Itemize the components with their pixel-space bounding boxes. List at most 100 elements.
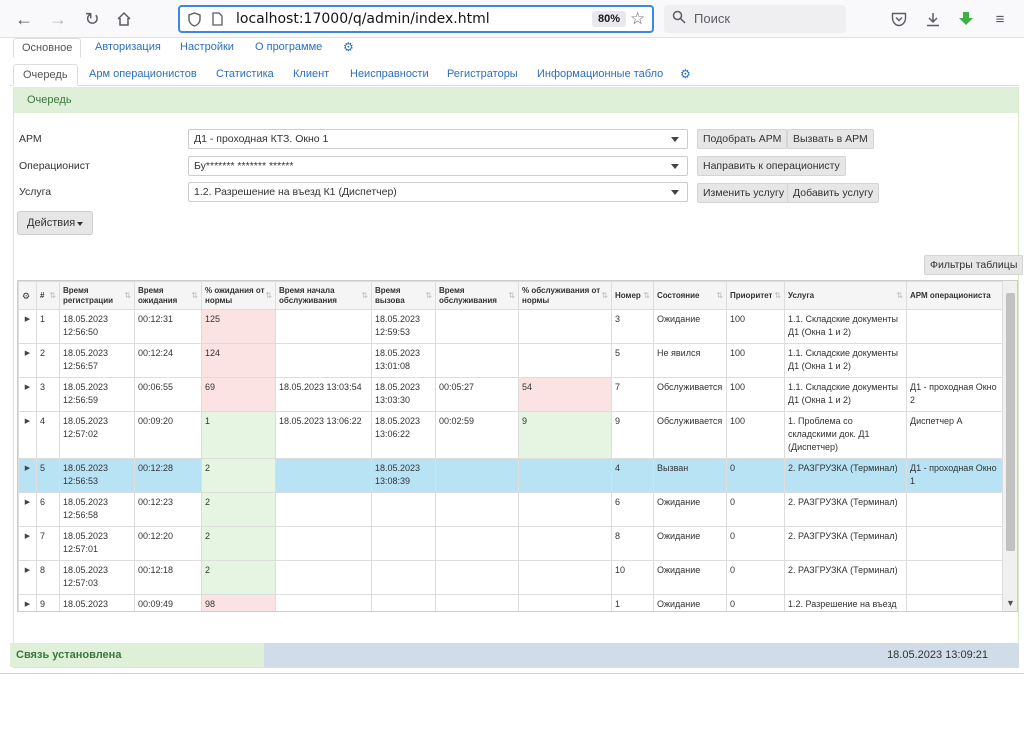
- table-row[interactable]: ▶ 8 18.05.2023 12:57:03 00:12:18 2 10 Ожидание 0…: [18, 560, 1004, 595]
- table-row[interactable]: ▶ 2 18.05.2023 12:56:57 00:12:24 124 18.05.202…: [18, 343, 1004, 378]
- cell-service: 1.2. Разрешение на въезд: [784, 594, 907, 611]
- expand-row-icon[interactable]: ▶: [18, 309, 37, 344]
- service-select[interactable]: 1.2. Разрешение на въезд К1 (Диспетчер): [188, 182, 688, 202]
- cell-state: Обслуживается: [653, 411, 727, 459]
- table-row[interactable]: ▶ 9 18.05.2023 00:09:49 98 1 Ожидание 0 1.2. Раз…: [18, 594, 1004, 611]
- tab-main[interactable]: Основное: [13, 38, 82, 58]
- address-bar[interactable]: localhost:17000/q/admin/index.html 80% ☆: [178, 5, 654, 33]
- col-arm[interactable]: АРМ операциониста: [906, 281, 1004, 310]
- cell-call-time-line: 18.05.2023: [375, 348, 421, 358]
- table-row[interactable]: ▶ 1 18.05.2023 12:56:50 00:12:31 125 18.05.202…: [18, 309, 1004, 344]
- table-row[interactable]: ▶ 7 18.05.2023 12:57:01 00:12:20 2 8 Ожидание 0 2…: [18, 526, 1004, 561]
- cell-number: 8: [611, 526, 654, 561]
- arm-select[interactable]: Д1 - проходная КТЗ. Окно 1: [188, 129, 688, 149]
- expand-row-icon[interactable]: ▶: [18, 492, 37, 527]
- col-wait-pct[interactable]: % ожидания от нормы ⇅: [201, 281, 276, 310]
- cell-call-time: 18.05.2023 13:01:08: [371, 343, 436, 378]
- cell-svc-start: [275, 458, 372, 493]
- col-svc-time[interactable]: Время обслуживания ⇅: [435, 281, 519, 310]
- tab-faults[interactable]: Неисправности: [350, 68, 429, 80]
- vertical-scrollbar[interactable]: ▼: [1002, 281, 1017, 611]
- scroll-down-icon[interactable]: ▼: [1006, 598, 1015, 608]
- tab-queue[interactable]: Очередь: [13, 64, 78, 86]
- zoom-badge[interactable]: 80%: [592, 11, 627, 27]
- operator-select[interactable]: Бу******* ******* ******: [188, 156, 688, 176]
- downloads-icon[interactable]: [922, 8, 944, 30]
- send-to-operator-button[interactable]: Направить к операционисту: [697, 156, 846, 176]
- expand-row-icon[interactable]: ▶: [18, 594, 37, 611]
- cell-arm: Д1 - проходная Окно 1: [906, 458, 1004, 493]
- table-row[interactable]: ▶ 6 18.05.2023 12:56:58 00:12:23 2 6 Ожидание 0 2…: [18, 492, 1004, 527]
- main-tabs-gear-icon[interactable]: ⚙: [343, 40, 354, 54]
- sort-icon: ⇅: [425, 291, 432, 300]
- browser-search[interactable]: Поиск: [664, 5, 846, 33]
- forward-icon[interactable]: →: [49, 8, 67, 29]
- cell-svc-time: [435, 560, 519, 595]
- back-icon[interactable]: ←: [15, 8, 33, 29]
- extension-download-icon[interactable]: [955, 8, 977, 30]
- col-wait-time[interactable]: Время ожидания ⇅: [134, 281, 202, 310]
- actions-label: Действия: [27, 217, 76, 229]
- cell-wait-pct: 2: [201, 560, 276, 595]
- reload-icon[interactable]: ↻: [84, 8, 100, 29]
- table-row[interactable]: ▶ 3 18.05.2023 12:56:59 00:06:55 69 18.05.2023…: [18, 377, 1004, 412]
- col-call-time[interactable]: Время вызова ⇅: [371, 281, 436, 310]
- sort-icon: ⇅: [124, 291, 131, 300]
- col-priority[interactable]: Приоритет ⇅: [726, 281, 785, 310]
- table-filters-button[interactable]: Фильтры таблицы: [924, 255, 1024, 275]
- pocket-icon[interactable]: [888, 8, 910, 30]
- cell-arm: [906, 343, 1004, 378]
- col-number[interactable]: Номер ⇅: [611, 281, 654, 310]
- expand-row-icon[interactable]: ▶: [18, 411, 37, 459]
- menu-icon[interactable]: ≡: [995, 10, 1005, 28]
- cell-num: 9: [36, 594, 60, 611]
- col-svc-start[interactable]: Время начала обслуживания ⇅: [275, 281, 372, 310]
- sub-tabs-gear-icon[interactable]: ⚙: [680, 67, 691, 81]
- table-row[interactable]: ▶ 4 18.05.2023 12:57:02 00:09:20 1 18.05.2023 …: [18, 411, 1004, 459]
- tab-registrars[interactable]: Регистраторы: [447, 68, 518, 80]
- cell-svc-start: [275, 343, 372, 378]
- tab-statistics[interactable]: Статистика: [216, 68, 274, 80]
- cell-num: 7: [36, 526, 60, 561]
- col-reg-time[interactable]: Время регистрации ⇅: [59, 281, 135, 310]
- tab-settings[interactable]: Настройки: [180, 41, 234, 53]
- bookmark-star-icon[interactable]: ☆: [630, 9, 646, 28]
- shield-icon[interactable]: [188, 12, 201, 30]
- tab-info-boards[interactable]: Информационные табло: [537, 68, 664, 80]
- cell-reg-time-line: 12:57:03: [63, 578, 99, 588]
- col-num[interactable]: # ⇅: [36, 281, 60, 310]
- tab-about[interactable]: О программе: [255, 41, 323, 53]
- column-settings-gear-icon[interactable]: ⚙: [18, 281, 37, 310]
- expand-row-icon[interactable]: ▶: [18, 526, 37, 561]
- cell-svc-pct: [518, 560, 612, 595]
- sort-icon: ⇅: [601, 291, 608, 300]
- cell-reg-time-line: 12:56:57: [63, 361, 99, 371]
- change-service-button[interactable]: Изменить услугу: [697, 183, 791, 203]
- col-svc-pct[interactable]: % обслуживания от нормы ⇅: [518, 281, 612, 310]
- url-text[interactable]: localhost:17000/q/admin/index.html: [236, 11, 490, 27]
- table-row[interactable]: ▶ 5 18.05.2023 12:56:53 00:12:28 2 18.05.2023 1…: [18, 458, 1004, 493]
- chevron-down-icon: [671, 190, 679, 195]
- expand-row-icon[interactable]: ▶: [18, 377, 37, 412]
- scrollbar-thumb[interactable]: [1006, 293, 1015, 551]
- cell-wait-time: 00:12:24: [134, 343, 202, 378]
- expand-row-icon[interactable]: ▶: [18, 560, 37, 595]
- tab-operator-workplaces[interactable]: Арм операционистов: [89, 68, 197, 80]
- add-service-button[interactable]: Добавить услугу: [787, 183, 880, 203]
- cell-call-time-line: 18.05.2023: [375, 382, 421, 392]
- col-state[interactable]: Состояние ⇅: [653, 281, 727, 310]
- pick-arm-button[interactable]: Подобрать АРМ: [697, 129, 788, 149]
- cell-wait-time: 00:12:31: [134, 309, 202, 344]
- cell-svc-pct: 54: [518, 377, 612, 412]
- tab-client[interactable]: Клиент: [293, 68, 330, 80]
- actions-dropdown[interactable]: Действия: [17, 211, 93, 235]
- cell-reg-time-line: 12:57:01: [63, 544, 99, 554]
- home-icon[interactable]: [112, 7, 136, 31]
- expand-row-icon[interactable]: ▶: [18, 343, 37, 378]
- sort-icon: ⇅: [361, 291, 368, 300]
- cell-svc-time: [435, 309, 519, 344]
- expand-row-icon[interactable]: ▶: [18, 458, 37, 493]
- tab-auth[interactable]: Авторизация: [95, 41, 161, 53]
- call-arm-button[interactable]: Вызвать в АРМ: [787, 129, 874, 149]
- col-service[interactable]: Услуга ⇅: [784, 281, 907, 310]
